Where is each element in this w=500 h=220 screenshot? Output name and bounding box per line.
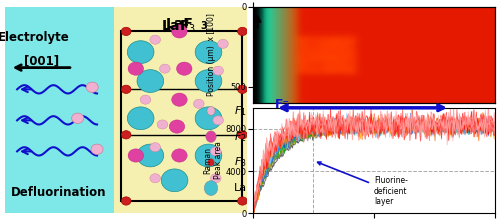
Text: $F_2$: $F_2$ [234, 130, 246, 143]
Y-axis label: Position (μm)  x [100]: Position (μm) x [100] [208, 13, 216, 96]
Circle shape [204, 181, 218, 196]
Text: Fluorine-
deficient
layer: Fluorine- deficient layer [318, 162, 408, 206]
Circle shape [160, 64, 170, 73]
Circle shape [206, 131, 216, 142]
Circle shape [150, 143, 160, 152]
Circle shape [128, 149, 144, 162]
Circle shape [210, 147, 221, 156]
Text: La: La [234, 183, 246, 193]
Text: $F_3$: $F_3$ [234, 156, 246, 169]
Circle shape [122, 85, 131, 94]
Circle shape [122, 197, 131, 205]
Circle shape [195, 144, 222, 167]
Circle shape [210, 174, 221, 183]
Circle shape [213, 116, 224, 125]
Circle shape [238, 85, 247, 94]
Circle shape [194, 99, 204, 108]
Circle shape [128, 107, 154, 130]
Circle shape [172, 93, 187, 106]
Circle shape [91, 144, 103, 154]
Text: Electrolyte: Electrolyte [0, 31, 70, 44]
Circle shape [157, 120, 168, 129]
Circle shape [122, 131, 131, 139]
Circle shape [140, 95, 151, 104]
Circle shape [238, 27, 247, 36]
Circle shape [195, 70, 222, 92]
Circle shape [208, 159, 214, 166]
FancyBboxPatch shape [5, 7, 114, 213]
Circle shape [137, 70, 164, 92]
Circle shape [161, 169, 188, 192]
Circle shape [172, 149, 187, 162]
Circle shape [218, 39, 228, 48]
Circle shape [128, 41, 154, 63]
Y-axis label: Raman
Peak area: Raman Peak area [203, 142, 222, 180]
Text: [001]: [001] [24, 54, 59, 67]
Circle shape [72, 113, 84, 123]
Circle shape [137, 144, 164, 167]
Bar [122, 31, 242, 201]
Circle shape [169, 120, 184, 133]
Text: F⁻: F⁻ [275, 98, 290, 111]
Text: LaF$_3$: LaF$_3$ [160, 19, 196, 35]
Circle shape [238, 131, 247, 139]
Circle shape [238, 197, 247, 205]
Text: Defluorination: Defluorination [10, 186, 106, 199]
Text: 3: 3 [200, 21, 207, 31]
Circle shape [150, 174, 160, 183]
Circle shape [150, 35, 160, 44]
Circle shape [207, 106, 215, 115]
Circle shape [172, 25, 187, 38]
Circle shape [195, 41, 222, 63]
FancyBboxPatch shape [114, 7, 247, 213]
Circle shape [213, 66, 224, 75]
Circle shape [176, 62, 192, 75]
Text: $F_1$: $F_1$ [234, 104, 246, 118]
Circle shape [128, 62, 144, 75]
Circle shape [122, 27, 131, 36]
Circle shape [195, 107, 222, 130]
Text: LaF: LaF [166, 17, 194, 31]
Circle shape [86, 82, 99, 92]
